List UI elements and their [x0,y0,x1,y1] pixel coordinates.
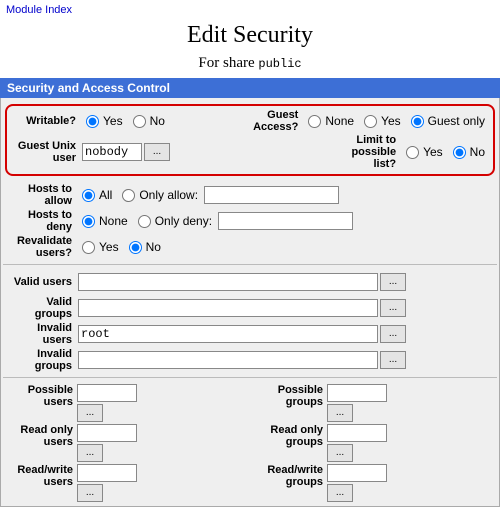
guest-access-options: None Yes Guest only [304,114,493,128]
readwrite-users-label: Read/writeusers [3,464,73,488]
limit-no-label: No [470,145,485,159]
limit-yes-radio[interactable] [406,146,419,159]
hosts-deny-input[interactable] [218,212,353,230]
section-header: Security and Access Control [0,78,500,98]
valid-groups-browse-button[interactable]: ... [380,299,406,317]
invalid-users-label: Invalidusers [3,322,78,346]
valid-users-label: Valid users [3,276,78,288]
share-name: public [258,57,301,71]
revalidate-no-label: No [146,240,161,254]
separator-1 [3,264,497,265]
invalid-users-browse-button[interactable]: ... [380,325,406,343]
revalidate-no-radio[interactable] [129,241,142,254]
hosts-deny-ctrl: None Only deny: [78,212,497,230]
readonly-groups-input[interactable] [327,424,387,442]
hosts-allow-ctrl: All Only allow: [78,186,497,204]
invalid-groups-browse-button[interactable]: ... [380,351,406,369]
guest-only-label: Guest only [428,114,485,128]
readonly-users-label: Read onlyusers [3,424,73,448]
revalidate-yes-radio[interactable] [82,241,95,254]
hosts-deny-only-radio[interactable] [138,215,151,228]
hosts-allow-all-label: All [99,188,112,202]
readwrite-users-input[interactable] [77,464,137,482]
hosts-allow-only-label: Only allow: [139,188,198,202]
guest-yes-radio[interactable] [364,115,377,128]
guest-unix-browse-button[interactable]: ... [144,143,170,161]
possible-users-label: Possibleusers [3,384,73,408]
writable-label: Writable? [7,115,82,127]
page-subtitle: For share public [0,55,500,72]
hosts-allow-only-radio[interactable] [122,189,135,202]
readonly-users-input[interactable] [77,424,137,442]
hosts-deny-only-label: Only deny: [155,214,212,228]
page-title: Edit Security [0,22,500,49]
revalidate-yes-label: Yes [99,240,119,254]
invalid-users-ctrl: ... [78,325,497,343]
readwrite-groups-input[interactable] [327,464,387,482]
guest-unix-input[interactable] [82,143,142,161]
limit-possible-options: Yes No [402,145,493,159]
readonly-groups-browse-button[interactable]: ... [327,444,353,462]
valid-users-browse-button[interactable]: ... [380,273,406,291]
separator-2 [3,377,497,378]
possible-users-input[interactable] [77,384,137,402]
valid-users-input[interactable] [78,273,378,291]
revalidate-ctrl: Yes No [78,240,497,254]
readwrite-groups-browse-button[interactable]: ... [327,484,353,502]
possible-users-browse-button[interactable]: ... [77,404,103,422]
valid-groups-input[interactable] [78,299,378,317]
readwrite-groups-label: Read/writegroups [253,464,323,488]
guest-access-label: GuestAccess? [239,109,304,133]
invalid-groups-ctrl: ... [78,351,497,369]
for-share-label: For share [198,55,254,71]
security-panel: Writable? Yes No GuestAccess? None Yes G… [0,98,500,507]
writable-options: Yes No [82,114,239,128]
guest-only-radio[interactable] [411,115,424,128]
readonly-groups-label: Read onlygroups [253,424,323,448]
hosts-deny-none-label: None [99,214,128,228]
revalidate-label: Revalidateusers? [3,235,78,259]
hosts-allow-label: Hosts toallow [3,183,78,207]
invalid-groups-input[interactable] [78,351,378,369]
highlighted-region: Writable? Yes No GuestAccess? None Yes G… [5,104,495,176]
guest-unix-label: Guest Unixuser [7,140,82,164]
hosts-deny-none-radio[interactable] [82,215,95,228]
writable-yes-label: Yes [103,114,123,128]
guest-unix-ctrl: ... [82,143,337,161]
hosts-deny-label: Hosts todeny [3,209,78,233]
valid-users-ctrl: ... [78,273,497,291]
module-index-link[interactable]: Module Index [6,4,72,16]
guest-none-label: None [325,114,354,128]
guest-none-radio[interactable] [308,115,321,128]
limit-possible-label: Limit topossiblelist? [337,134,402,170]
possible-groups-label: Possiblegroups [253,384,323,408]
invalid-users-input[interactable] [78,325,378,343]
bottom-grid: Possibleusers ... Possiblegroups ... Rea… [3,384,497,502]
writable-no-radio[interactable] [133,115,146,128]
guest-yes-label: Yes [381,114,401,128]
valid-groups-ctrl: ... [78,299,497,317]
limit-yes-label: Yes [423,145,443,159]
possible-groups-browse-button[interactable]: ... [327,404,353,422]
invalid-groups-label: Invalidgroups [3,348,78,372]
possible-groups-input[interactable] [327,384,387,402]
writable-yes-radio[interactable] [86,115,99,128]
limit-no-radio[interactable] [453,146,466,159]
writable-no-label: No [150,114,165,128]
hosts-allow-all-radio[interactable] [82,189,95,202]
valid-groups-label: Validgroups [3,296,78,320]
hosts-allow-input[interactable] [204,186,339,204]
readonly-users-browse-button[interactable]: ... [77,444,103,462]
readwrite-users-browse-button[interactable]: ... [77,484,103,502]
